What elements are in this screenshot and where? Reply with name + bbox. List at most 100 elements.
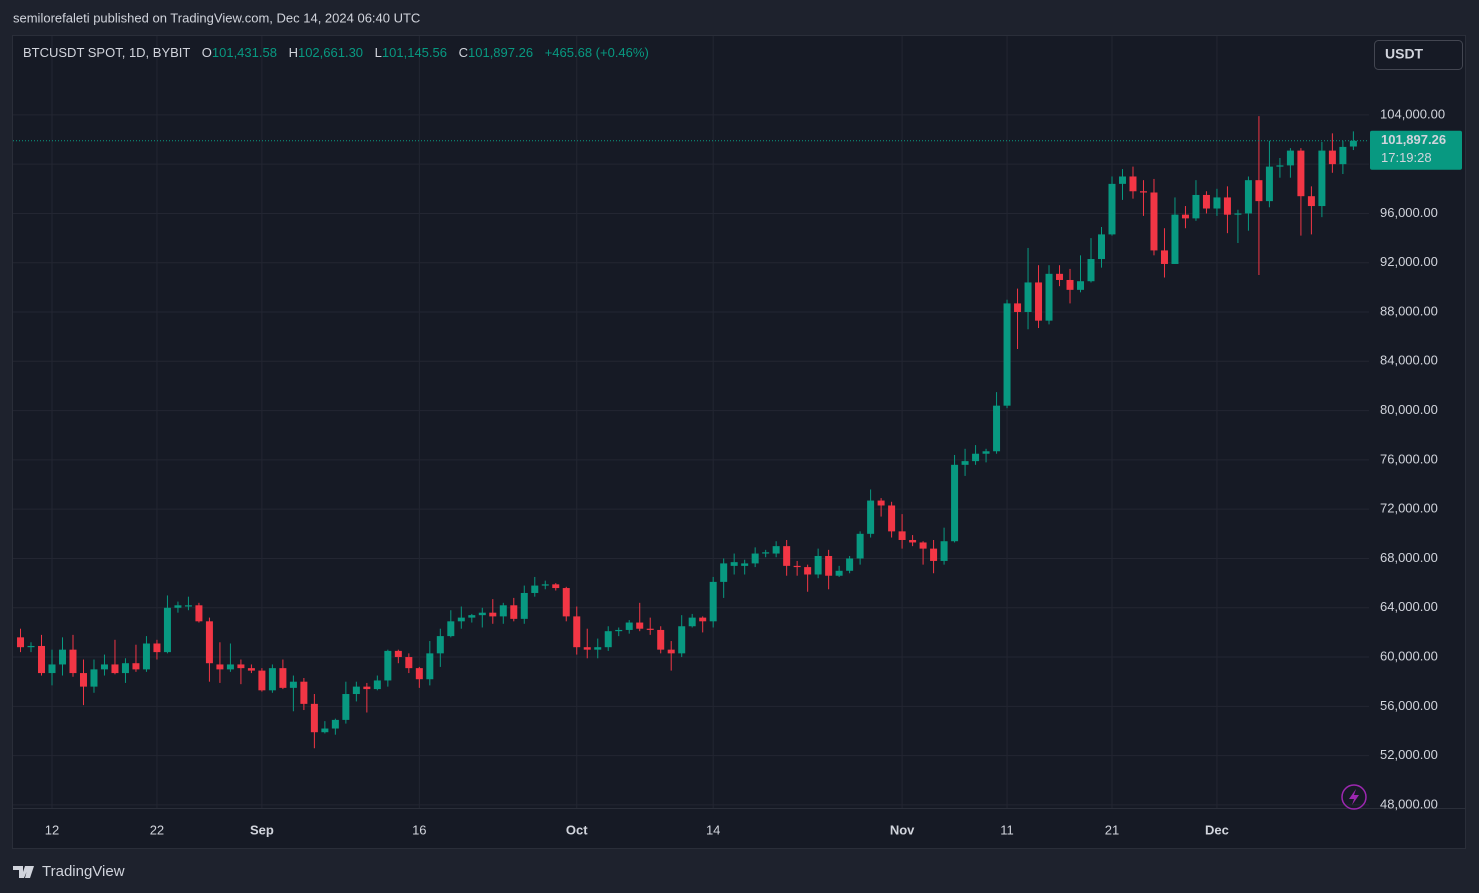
candle-body	[877, 500, 885, 506]
candle-body	[646, 628, 654, 630]
candle-body	[289, 681, 297, 688]
candle-body	[38, 645, 46, 674]
candle-body	[415, 668, 423, 680]
price-label-value: 101,897.26	[1381, 132, 1446, 147]
change: +465.68 (+0.46%)	[545, 45, 649, 60]
candle-body	[489, 612, 497, 617]
candle-body	[195, 605, 203, 622]
candle-body	[17, 637, 25, 648]
candle-body	[1307, 196, 1315, 207]
footer: TradingView	[13, 863, 125, 880]
lightning-circle[interactable]	[1341, 784, 1367, 810]
candle-body	[132, 663, 140, 670]
candle-body	[940, 541, 948, 561]
candle-body	[90, 669, 98, 687]
candle-body	[363, 686, 371, 690]
candle-body	[174, 605, 182, 608]
candle-body	[1328, 150, 1336, 165]
candle-body	[1192, 194, 1200, 219]
candle-body	[793, 565, 801, 568]
candle-body	[531, 585, 539, 593]
candle-body	[510, 605, 518, 619]
candle-body	[846, 558, 854, 571]
candle-body	[909, 539, 917, 543]
currency-button-box[interactable]	[1374, 40, 1463, 70]
candle-body	[772, 546, 780, 554]
candle-body	[856, 533, 864, 559]
candle-body	[552, 584, 560, 589]
candle-body	[163, 607, 171, 653]
candle-body	[342, 694, 350, 720]
candle-body	[373, 680, 381, 690]
candle-body	[888, 505, 896, 532]
candle-body	[919, 542, 927, 549]
candle-body	[279, 668, 287, 688]
candle-body	[835, 570, 843, 576]
candle-body	[237, 664, 245, 669]
y-tick-label: 84,000.00	[1380, 353, 1438, 368]
candle-body	[499, 605, 507, 617]
y-tick-label: 48,000.00	[1380, 796, 1438, 811]
candle-body	[121, 663, 129, 674]
low-value: 101,145.56	[382, 45, 447, 60]
candles	[13, 116, 1369, 749]
candle-body	[594, 647, 602, 650]
candle-body	[1244, 180, 1252, 214]
x-tick-label: Dec	[1205, 822, 1229, 837]
x-tick-label: 22	[150, 822, 164, 837]
currency-button-text[interactable]: USDT	[1385, 46, 1424, 62]
candle-body	[226, 664, 234, 670]
lightning-bolt[interactable]	[1349, 789, 1359, 805]
x-tick-label: 16	[412, 822, 426, 837]
candle-body	[583, 647, 591, 650]
candle-body	[720, 563, 728, 582]
candle-body	[384, 650, 392, 681]
currency-button[interactable]: USDT	[1374, 40, 1463, 70]
header: BTCUSDT SPOT, 1D, BYBIT O101,431.58 H102…	[23, 45, 649, 60]
candle-body	[48, 664, 56, 674]
y-tick-label: 72,000.00	[1380, 501, 1438, 516]
candle-body	[394, 650, 402, 658]
candle-body	[930, 548, 938, 561]
brand-name: TradingView	[42, 863, 125, 880]
candle-body	[1255, 180, 1263, 202]
candle-body	[1098, 234, 1105, 260]
low-label: L	[375, 45, 382, 60]
candle-body	[667, 649, 675, 654]
high-value: 102,661.30	[298, 45, 363, 60]
candle-body	[1297, 150, 1305, 197]
candle-body	[258, 670, 266, 691]
close-value: 101,897.26	[468, 45, 533, 60]
candle-body	[1339, 146, 1347, 165]
candle-body	[352, 686, 360, 695]
candle-body	[1160, 250, 1168, 264]
candle-body	[688, 617, 696, 627]
candle-body	[972, 453, 980, 462]
y-tick-label: 104,000.00	[1380, 106, 1445, 121]
candle-body	[457, 617, 465, 622]
candle-body	[825, 556, 833, 576]
candle-body	[993, 405, 1001, 452]
candle-body	[1318, 150, 1326, 207]
candle-body	[741, 563, 749, 566]
x-tick-label: 14	[706, 822, 720, 837]
x-tick-label: 12	[45, 822, 59, 837]
candle-body	[1045, 273, 1053, 321]
candle-body	[1024, 282, 1032, 313]
candle-body	[982, 451, 990, 454]
candle-body	[58, 649, 66, 665]
candle-body	[520, 592, 528, 619]
candle-body	[1234, 213, 1242, 215]
candle-body	[751, 553, 759, 564]
chart-frame	[12, 35, 1466, 849]
candle-body	[405, 657, 413, 669]
candle-body	[951, 464, 959, 542]
candle-body	[1014, 303, 1022, 313]
candle-body	[541, 584, 549, 586]
candle-body	[79, 673, 87, 687]
symbol: BTCUSDT SPOT, 1D, BYBIT	[23, 45, 190, 60]
lightning-icon[interactable]	[1341, 784, 1367, 810]
candle-body	[300, 681, 308, 704]
candle-body	[1087, 259, 1095, 282]
